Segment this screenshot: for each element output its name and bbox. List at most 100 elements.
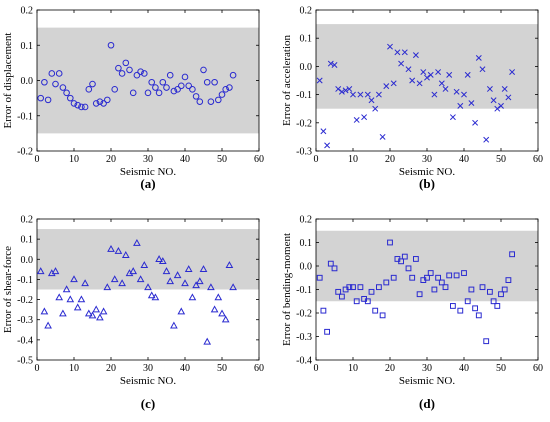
data-point <box>357 284 364 291</box>
data-point <box>350 91 356 98</box>
data-point <box>66 295 75 303</box>
data-point <box>409 77 416 84</box>
y-tick-label: -0.3 <box>17 315 33 326</box>
data-point <box>141 70 148 77</box>
data-point <box>121 251 130 258</box>
data-point <box>416 291 423 298</box>
y-tick-label: -0.1 <box>17 111 33 122</box>
data-point <box>185 82 192 90</box>
x-tick-label: 50 <box>496 154 506 165</box>
data-point <box>431 286 438 293</box>
data-point <box>41 78 48 86</box>
x-axis-label: Seismic NO. <box>399 375 455 387</box>
data-point <box>398 60 405 67</box>
data-point <box>218 91 226 98</box>
data-point <box>188 293 197 301</box>
data-point <box>457 307 464 314</box>
x-tick-label: 50 <box>496 363 506 374</box>
data-point <box>59 309 67 317</box>
data-point <box>51 267 60 275</box>
y-tick-label: -0.2 <box>17 147 33 158</box>
data-point <box>221 315 230 323</box>
data-point <box>338 88 345 95</box>
data-point <box>222 86 229 93</box>
panel-caption: (c) <box>141 396 155 411</box>
data-point <box>203 78 211 86</box>
y-tick-label: 0.0 <box>21 76 34 87</box>
y-axis-label: Error of acceleration <box>281 35 293 126</box>
data-point <box>40 307 49 315</box>
data-point <box>335 86 342 92</box>
data-point <box>501 86 508 92</box>
data-point <box>398 258 405 265</box>
x-tick-label: 30 <box>422 363 432 374</box>
data-point <box>200 66 207 74</box>
data-point <box>211 78 218 86</box>
data-point <box>136 275 145 283</box>
y-tick-label: 0.2 <box>21 215 34 226</box>
data-point <box>509 69 516 75</box>
data-point <box>177 307 186 315</box>
data-point <box>70 100 78 107</box>
data-point <box>405 66 412 73</box>
data-point <box>383 83 390 90</box>
data-point <box>438 279 445 286</box>
data-point <box>48 70 56 77</box>
data-point <box>189 86 196 93</box>
data-point <box>461 91 467 98</box>
data-point <box>335 288 342 295</box>
data-point <box>207 98 215 105</box>
data-point <box>166 71 174 79</box>
data-point <box>372 105 379 112</box>
data-point <box>379 133 386 140</box>
error-band <box>316 24 538 109</box>
data-point <box>81 103 89 111</box>
data-point <box>327 260 334 267</box>
data-point <box>464 71 471 78</box>
data-point <box>229 71 237 79</box>
data-point <box>339 293 345 300</box>
data-point <box>178 82 185 90</box>
x-tick-label: 20 <box>106 363 116 374</box>
data-point <box>475 312 482 319</box>
y-tick-label: -0.1 <box>17 275 33 286</box>
data-point <box>155 255 163 262</box>
data-point <box>316 77 323 84</box>
data-point <box>163 84 170 91</box>
data-point <box>59 84 67 91</box>
data-point <box>111 86 118 93</box>
data-point <box>479 66 486 73</box>
x-tick-label: 20 <box>385 363 395 374</box>
panel-caption: (a) <box>140 176 155 191</box>
data-point <box>203 337 212 345</box>
data-point <box>324 328 331 335</box>
data-point <box>133 71 141 79</box>
x-tick-label: 0 <box>314 154 319 165</box>
data-point <box>483 338 490 345</box>
data-point <box>486 86 493 92</box>
y-axis-label: Error of shear-force <box>2 246 14 333</box>
x-tick-label: 50 <box>217 154 227 165</box>
data-point <box>472 305 479 312</box>
y-tick-label: 0.0 <box>300 62 313 73</box>
chart-panel-4: 0 10 20 30 40 50 60 -0.4 -0.3 -0.2 -0.1 0.0 0.1 0.2 Se… <box>281 215 543 412</box>
y-tick-label: 0.1 <box>300 34 313 45</box>
data-point <box>104 96 111 104</box>
x-tick-label: 10 <box>348 363 358 374</box>
data-point <box>498 291 504 298</box>
data-point <box>353 117 360 123</box>
data-point <box>390 80 397 87</box>
data-point <box>387 43 393 50</box>
x-tick-label: 10 <box>69 363 79 374</box>
x-tick-label: 60 <box>533 154 543 165</box>
data-point <box>464 298 471 305</box>
data-point <box>442 86 449 92</box>
data-point <box>215 96 222 104</box>
data-point <box>133 238 141 246</box>
data-point <box>55 293 64 301</box>
y-tick-label: 0.1 <box>21 41 34 52</box>
chart-panel-2: 0 10 20 30 40 50 60 -0.3 -0.2 -0.1 0.0 0.1 0.2 Seismi… <box>281 6 543 192</box>
data-point <box>181 73 189 81</box>
data-point <box>372 307 379 314</box>
